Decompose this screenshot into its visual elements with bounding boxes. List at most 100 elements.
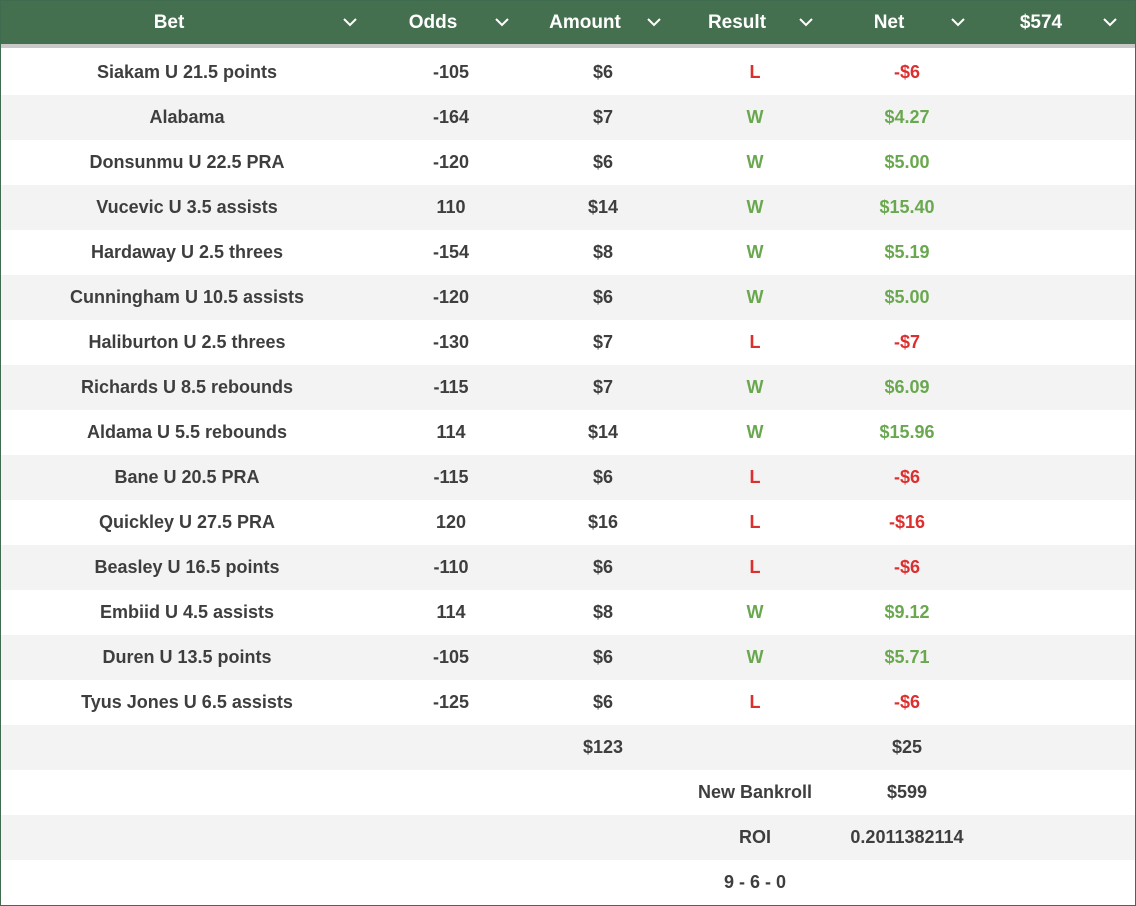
net-cell[interactable]: $6.09 bbox=[884, 377, 930, 397]
total-amount[interactable]: $123 bbox=[582, 737, 624, 757]
odds-cell[interactable]: 120 bbox=[435, 512, 467, 532]
result-cell[interactable]: W bbox=[746, 287, 764, 307]
odds-cell[interactable]: -120 bbox=[432, 152, 470, 172]
bet-cell[interactable]: Richards U 8.5 rebounds bbox=[80, 377, 294, 397]
bankroll-cell[interactable] bbox=[985, 185, 1135, 230]
bankroll-cell[interactable] bbox=[985, 410, 1135, 455]
result-cell[interactable]: W bbox=[746, 602, 764, 622]
net-cell[interactable]: $5.00 bbox=[884, 287, 930, 307]
bankroll-label[interactable]: New Bankroll bbox=[697, 782, 813, 802]
bet-cell[interactable]: Aldama U 5.5 rebounds bbox=[86, 422, 288, 442]
amount-cell[interactable]: $6 bbox=[592, 557, 614, 577]
header-odds[interactable]: Odds bbox=[408, 11, 458, 33]
bankroll-cell[interactable] bbox=[985, 500, 1135, 545]
odds-cell[interactable]: -154 bbox=[432, 242, 470, 262]
header-bet[interactable]: Bet bbox=[153, 11, 185, 33]
net-cell[interactable]: $9.12 bbox=[884, 602, 930, 622]
bankroll-value[interactable]: $599 bbox=[886, 782, 928, 802]
win-loss-record[interactable]: 9 - 6 - 0 bbox=[723, 872, 787, 892]
amount-cell[interactable]: $7 bbox=[592, 332, 614, 352]
amount-cell[interactable]: $6 bbox=[592, 287, 614, 307]
bankroll-cell[interactable] bbox=[985, 95, 1135, 140]
header-amount[interactable]: Amount bbox=[549, 11, 621, 33]
result-cell[interactable]: L bbox=[749, 557, 761, 577]
bankroll-cell[interactable] bbox=[985, 50, 1135, 95]
roi-value[interactable]: 0.2011382114 bbox=[850, 827, 964, 847]
chevron-down-icon[interactable] bbox=[950, 14, 966, 30]
bet-cell[interactable]: Cunningham U 10.5 assists bbox=[69, 287, 305, 307]
bet-cell[interactable]: Bane U 20.5 PRA bbox=[114, 467, 260, 487]
net-cell[interactable]: $5.19 bbox=[884, 242, 930, 262]
amount-cell[interactable]: $6 bbox=[592, 692, 614, 712]
bankroll-cell[interactable] bbox=[985, 140, 1135, 185]
bankroll-cell[interactable] bbox=[985, 275, 1135, 320]
result-cell[interactable]: L bbox=[749, 467, 761, 487]
bet-cell[interactable]: Vucevic U 3.5 assists bbox=[96, 197, 278, 217]
amount-cell[interactable]: $7 bbox=[592, 377, 614, 397]
result-cell[interactable]: W bbox=[746, 197, 764, 217]
net-cell[interactable]: -$6 bbox=[893, 62, 920, 82]
net-cell[interactable]: -$6 bbox=[893, 467, 920, 487]
roi-label[interactable]: ROI bbox=[738, 827, 771, 847]
result-cell[interactable]: W bbox=[746, 107, 764, 127]
header-result[interactable]: Result bbox=[707, 11, 767, 33]
amount-cell[interactable]: $14 bbox=[587, 197, 619, 217]
odds-cell[interactable]: -120 bbox=[432, 287, 470, 307]
amount-cell[interactable]: $14 bbox=[587, 422, 619, 442]
chevron-down-icon[interactable] bbox=[1102, 14, 1118, 30]
result-cell[interactable]: L bbox=[749, 62, 761, 82]
result-cell[interactable]: W bbox=[746, 377, 764, 397]
result-cell[interactable]: L bbox=[749, 692, 761, 712]
odds-cell[interactable]: -105 bbox=[432, 62, 470, 82]
result-cell[interactable]: L bbox=[749, 332, 761, 352]
odds-cell[interactable]: 114 bbox=[436, 602, 466, 622]
net-cell[interactable]: -$16 bbox=[888, 512, 926, 532]
net-cell[interactable]: -$6 bbox=[893, 692, 920, 712]
bankroll-cell[interactable] bbox=[985, 635, 1135, 680]
result-cell[interactable]: W bbox=[746, 152, 764, 172]
amount-cell[interactable]: $16 bbox=[587, 512, 619, 532]
bet-cell[interactable]: Hardaway U 2.5 threes bbox=[90, 242, 284, 262]
odds-cell[interactable]: -164 bbox=[432, 107, 470, 127]
bet-cell[interactable]: Donsunmu U 22.5 PRA bbox=[89, 152, 285, 172]
bankroll-cell[interactable] bbox=[985, 455, 1135, 500]
amount-cell[interactable]: $6 bbox=[592, 152, 614, 172]
odds-cell[interactable]: -110 bbox=[433, 557, 469, 577]
result-cell[interactable]: W bbox=[746, 647, 764, 667]
bet-cell[interactable]: Embiid U 4.5 assists bbox=[99, 602, 275, 622]
amount-cell[interactable]: $8 bbox=[592, 242, 614, 262]
bet-cell[interactable]: Quickley U 27.5 PRA bbox=[98, 512, 276, 532]
net-cell[interactable]: $15.40 bbox=[879, 197, 935, 217]
odds-cell[interactable]: -115 bbox=[433, 377, 469, 397]
amount-cell[interactable]: $8 bbox=[592, 602, 614, 622]
bet-cell[interactable]: Duren U 13.5 points bbox=[102, 647, 272, 667]
bankroll-cell[interactable] bbox=[985, 320, 1135, 365]
odds-cell[interactable]: -125 bbox=[432, 692, 470, 712]
odds-cell[interactable]: -105 bbox=[432, 647, 470, 667]
net-cell[interactable]: $5.71 bbox=[884, 647, 930, 667]
net-cell[interactable]: -$7 bbox=[893, 332, 920, 352]
bet-cell[interactable]: Siakam U 21.5 points bbox=[96, 62, 278, 82]
net-cell[interactable]: -$6 bbox=[893, 557, 920, 577]
odds-cell[interactable]: 114 bbox=[436, 422, 466, 442]
chevron-down-icon[interactable] bbox=[342, 14, 358, 30]
header-bankroll[interactable]: $574 bbox=[1019, 11, 1063, 33]
bankroll-cell[interactable] bbox=[985, 590, 1135, 635]
result-cell[interactable]: W bbox=[746, 422, 764, 442]
bet-cell[interactable]: Alabama bbox=[149, 107, 225, 127]
bankroll-cell[interactable] bbox=[985, 365, 1135, 410]
total-net[interactable]: $25 bbox=[891, 737, 923, 757]
bankroll-cell[interactable] bbox=[985, 545, 1135, 590]
odds-cell[interactable]: -130 bbox=[432, 332, 470, 352]
chevron-down-icon[interactable] bbox=[646, 14, 662, 30]
bet-cell[interactable]: Haliburton U 2.5 threes bbox=[88, 332, 286, 352]
bet-cell[interactable]: Beasley U 16.5 points bbox=[94, 557, 280, 577]
chevron-down-icon[interactable] bbox=[798, 14, 814, 30]
bet-cell[interactable]: Tyus Jones U 6.5 assists bbox=[81, 692, 293, 712]
chevron-down-icon[interactable] bbox=[494, 14, 510, 30]
net-cell[interactable]: $4.27 bbox=[884, 107, 930, 127]
header-net[interactable]: Net bbox=[873, 11, 905, 33]
amount-cell[interactable]: $6 bbox=[592, 467, 614, 487]
bankroll-cell[interactable] bbox=[985, 230, 1135, 275]
bankroll-cell[interactable] bbox=[985, 680, 1135, 725]
